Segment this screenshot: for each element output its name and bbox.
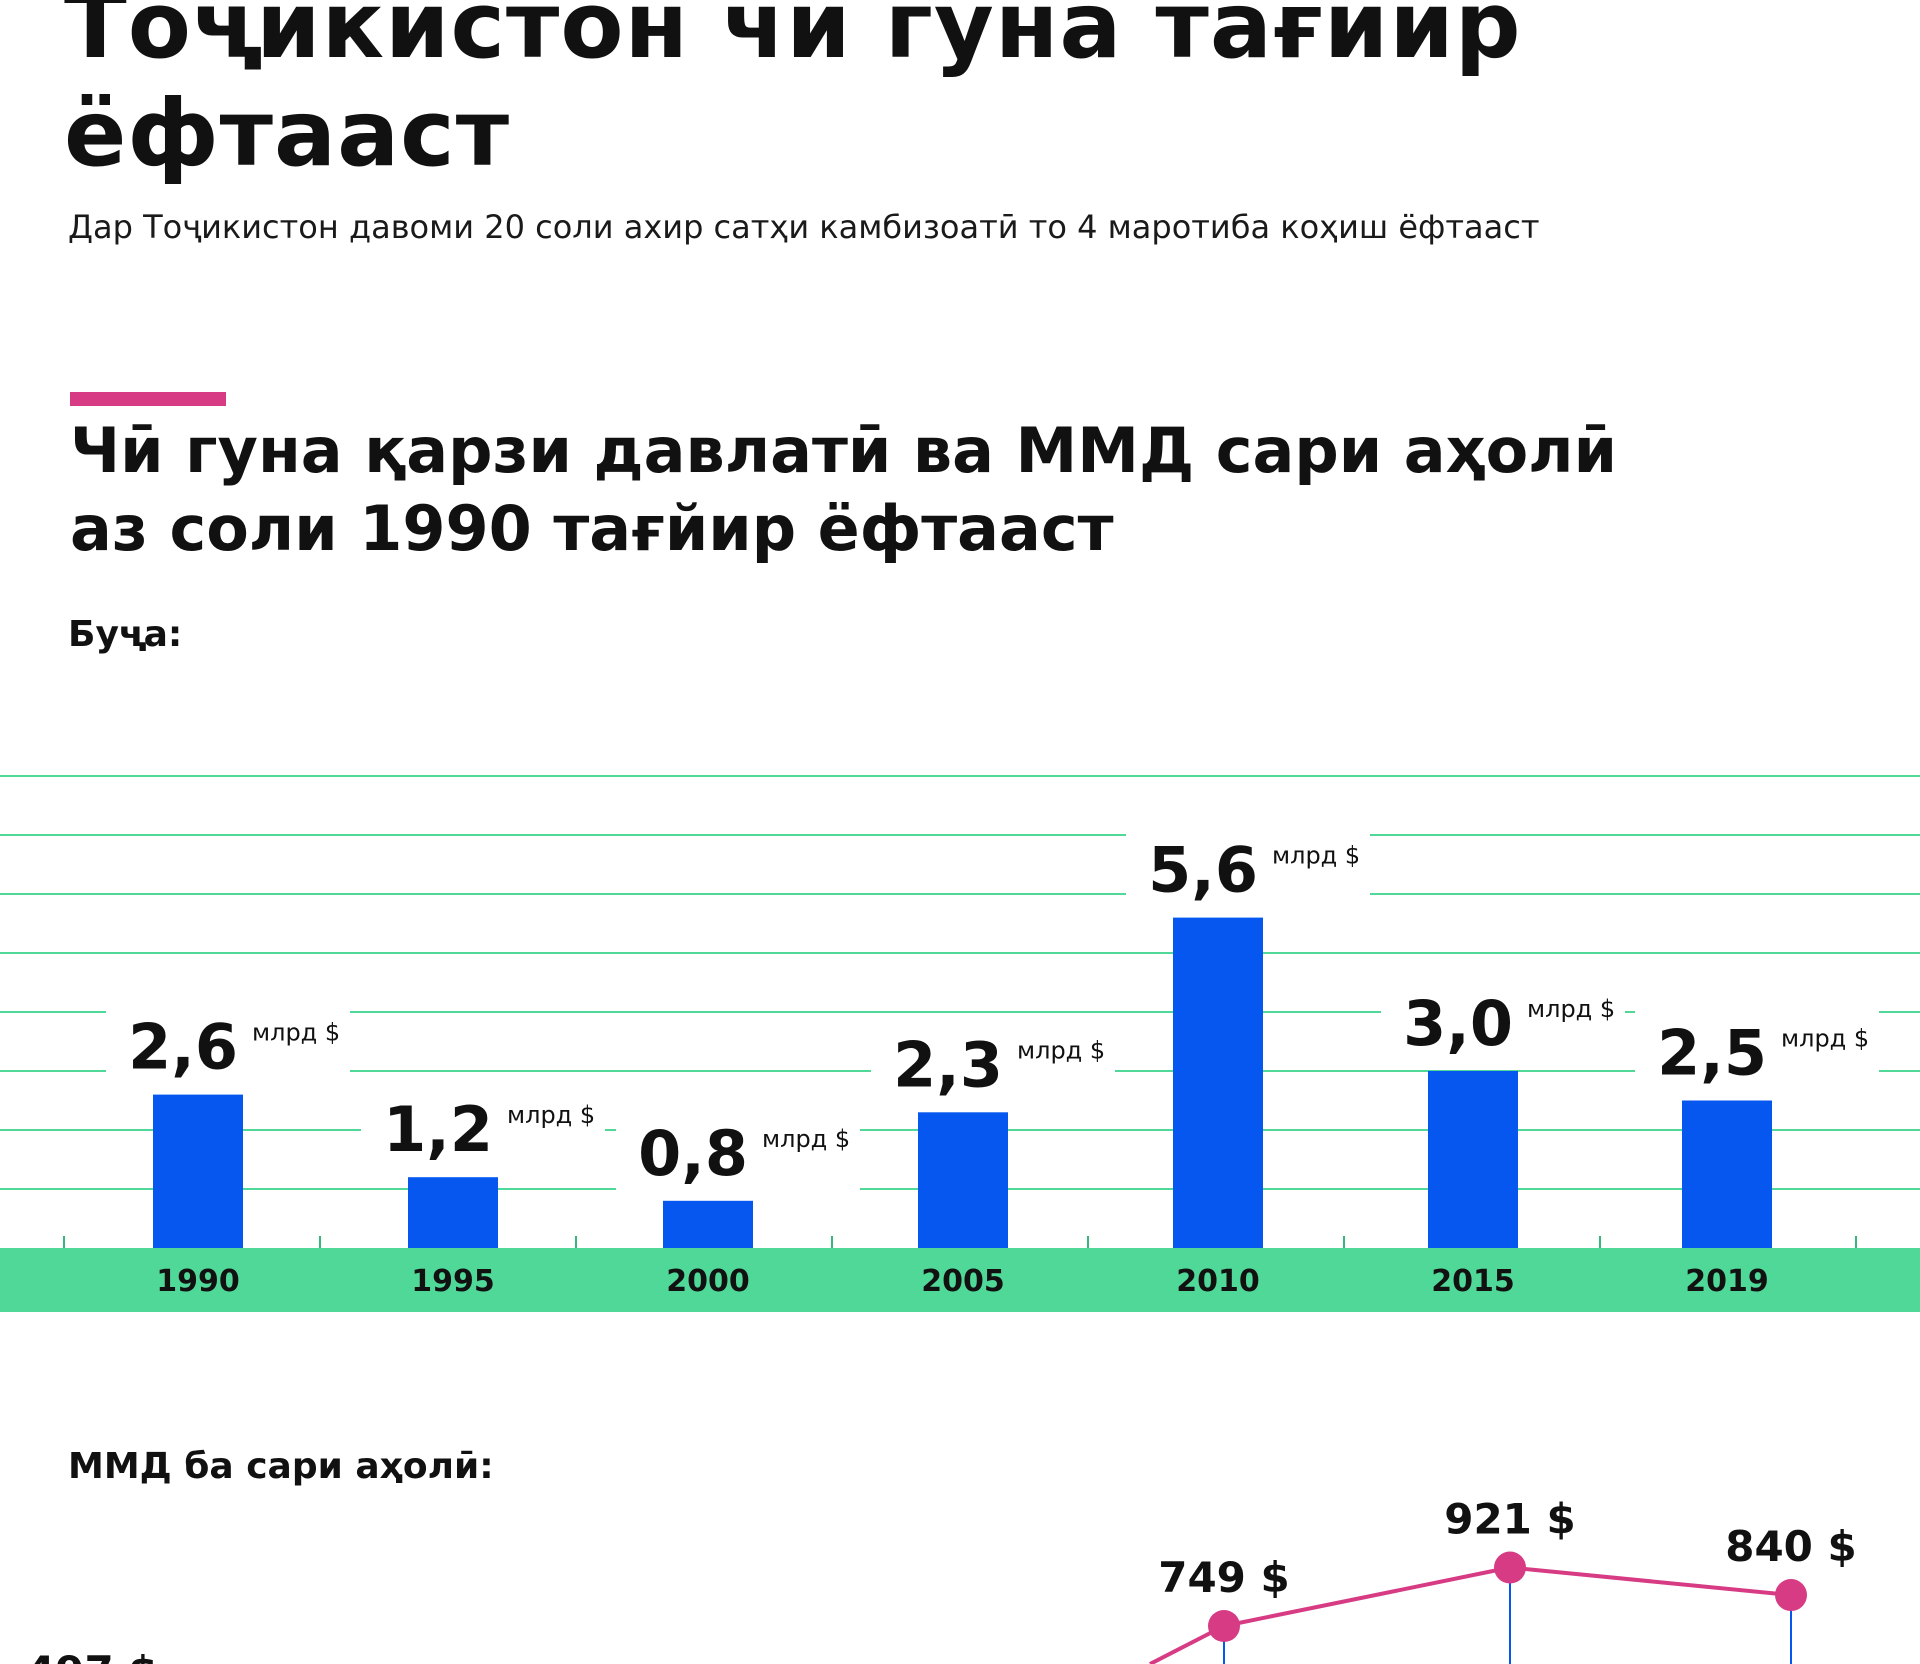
section-title-line-1: Чӣ гуна қарзи давлатӣ ва ММД сари аҳолӣ — [70, 414, 1618, 487]
page-title: Тоҷикистон чӣ гуна тағйир ёфтааст — [64, 0, 1824, 188]
baseline-band — [0, 1248, 1920, 1312]
data-point-2019 — [1775, 1579, 1807, 1612]
data-point-label-2015: 921 $ — [1444, 1500, 1576, 1544]
bar-2010 — [1173, 917, 1263, 1248]
label-backdrop — [871, 1016, 1115, 1109]
data-point-2010 — [1208, 1610, 1240, 1642]
label-backdrop — [106, 998, 350, 1091]
bar-1995 — [408, 1177, 498, 1248]
page-title-line-1: Тоҷикистон чӣ гуна тағйир — [64, 0, 1522, 79]
label-backdrop — [361, 1081, 605, 1174]
bar-unit-label: млрд $ — [1527, 995, 1615, 1023]
bar-unit-label: млрд $ — [762, 1125, 850, 1153]
x-tick-label-1990: 1990 — [156, 1264, 240, 1299]
budget-bar-chart: 2,6 млрд $ 1990 1,2 млрд $ 1995 0,8 млрд $ 2000 2… — [0, 775, 1920, 1312]
section-accent-bar — [70, 392, 226, 406]
bar-unit-label: млрд $ — [1272, 842, 1360, 870]
x-tick-label-2000: 2000 — [666, 1264, 750, 1299]
x-tick-label-2005: 2005 — [921, 1264, 1005, 1299]
bar-2005 — [918, 1112, 1008, 1248]
data-point-2015 — [1494, 1551, 1526, 1584]
bar-value-label: 1,2 — [383, 1093, 493, 1166]
gdp-line-chart: 749 $ 921 $ 840 $ 497 $ — [26, 1500, 1857, 1664]
label-backdrop — [616, 1104, 860, 1197]
section-title-line-2: аз соли 1990 тағйир ёфтааст — [70, 492, 1114, 565]
gdp-chart-title: ММД ба сари аҳолӣ: — [68, 1446, 494, 1487]
x-tick-label-2010: 2010 — [1176, 1264, 1260, 1299]
bar-1990 — [153, 1094, 243, 1248]
bar-2015 — [1428, 1071, 1518, 1248]
label-backdrop — [1381, 975, 1625, 1067]
bar-value-label: 0,8 — [638, 1117, 748, 1190]
section-title: Чӣ гуна қарзи давлатӣ ва ММД сари аҳолӣ … — [70, 412, 1830, 568]
bar-unit-label: млрд $ — [507, 1101, 595, 1129]
partial-point-label: 497 $ — [26, 1647, 158, 1664]
label-backdrop — [1126, 821, 1370, 914]
page-subtitle: Дар Тоҷикистон давоми 20 соли ахир сатҳи… — [68, 208, 1540, 246]
bar-unit-label: млрд $ — [252, 1019, 340, 1047]
bar-value-label: 3,0 — [1403, 987, 1513, 1060]
line-segment — [1509, 1565, 1792, 1598]
x-tick-label-2019: 2019 — [1685, 1264, 1769, 1299]
data-point-label-2019: 840 $ — [1725, 1522, 1857, 1571]
bar-2019 — [1682, 1100, 1772, 1248]
bar-value-label: 2,6 — [128, 1011, 238, 1084]
bar-2000 — [663, 1200, 753, 1248]
x-tick-label-2015: 2015 — [1431, 1264, 1515, 1299]
data-point-label-2010: 749 $ — [1158, 1553, 1290, 1602]
bar-value-label: 2,5 — [1657, 1017, 1767, 1090]
line-segment — [1223, 1565, 1511, 1628]
bar-unit-label: млрд $ — [1017, 1036, 1105, 1064]
page-title-line-2: ёфтааст — [64, 80, 511, 187]
bar-unit-label: млрд $ — [1781, 1025, 1869, 1053]
label-backdrop — [1635, 1004, 1879, 1097]
bar-value-label: 2,3 — [893, 1028, 1003, 1101]
budget-chart-title: Буҷа: — [68, 614, 183, 655]
x-tick-label-1995: 1995 — [411, 1264, 495, 1299]
bar-value-label: 5,6 — [1148, 834, 1258, 907]
